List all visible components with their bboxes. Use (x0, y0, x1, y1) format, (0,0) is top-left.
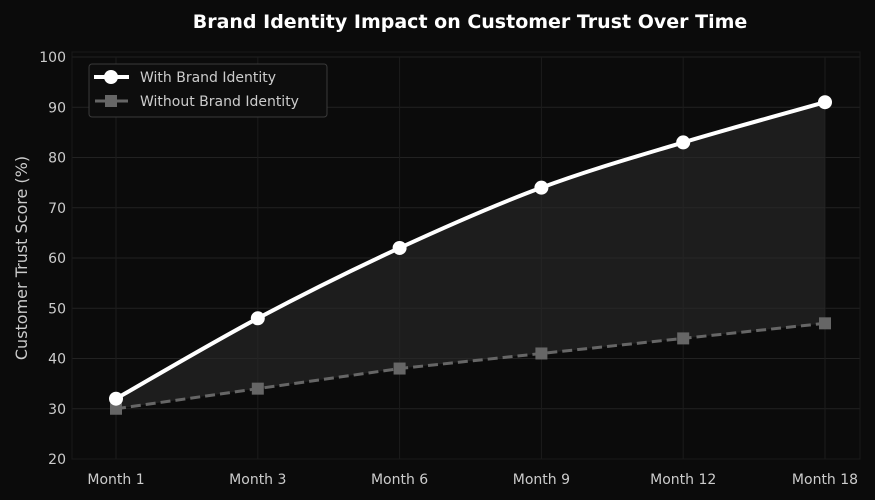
series-line-with-brand (115, 100, 826, 401)
axes: 20 30 40 50 60 70 80 90 100 Month 1 Month 3 Month 6… (39, 50, 861, 488)
data-point-without-brand (677, 332, 690, 345)
data-point-with-brand (818, 95, 832, 110)
data-point-with-brand (250, 311, 265, 326)
y-tick-label: 60 (48, 251, 66, 267)
data-point-without-brand (819, 317, 831, 330)
data-point-without-brand (535, 347, 548, 360)
legend-box (88, 63, 328, 118)
x-tick-label: Month 12 (650, 472, 716, 488)
data-point-with-brand (534, 180, 549, 195)
plot-frame (71, 51, 861, 460)
y-tick-label: 30 (48, 402, 66, 418)
x-tick-label: Month 9 (513, 472, 570, 488)
legend-label-with: With Brand Identity (140, 70, 276, 86)
data-point-with-brand (109, 391, 123, 406)
y-tick-label: 50 (48, 301, 66, 317)
chart-title: Brand Identity Impact on Customer Trust … (193, 11, 748, 33)
legend-marker-square (105, 95, 117, 107)
data-point-with-brand (392, 240, 407, 255)
y-tick-label: 70 (48, 201, 66, 217)
y-tick-label: 90 (48, 100, 66, 116)
y-tick-label: 80 (48, 151, 66, 167)
legend-label-without: Without Brand Identity (140, 94, 299, 110)
fill-area (116, 102, 825, 409)
x-tick-label: Month 6 (371, 472, 428, 488)
x-tick-label: Month 1 (87, 472, 144, 488)
x-tick-label: Month 18 (792, 472, 858, 488)
fill-between (116, 102, 825, 409)
y-axis-label: Customer Trust Score (%) (12, 156, 31, 360)
x-tick-label: Month 3 (229, 472, 286, 488)
series-lines (109, 95, 832, 415)
y-tick-label: 20 (48, 452, 66, 468)
legend: With Brand Identity Without Brand Identit… (88, 63, 328, 118)
data-point-without-brand (393, 362, 406, 375)
legend-marker-circle (104, 70, 118, 84)
data-point-with-brand (676, 135, 691, 150)
data-point-without-brand (251, 382, 264, 395)
data-point-without-brand (110, 402, 122, 415)
y-tick-label: 100 (39, 50, 66, 66)
y-tick-label: 40 (48, 352, 66, 368)
